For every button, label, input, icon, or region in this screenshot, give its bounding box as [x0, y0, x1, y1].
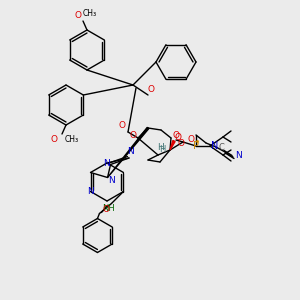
Text: O: O: [118, 122, 125, 130]
Text: N: N: [103, 158, 110, 167]
Text: O: O: [103, 205, 110, 214]
Text: O: O: [148, 85, 154, 94]
Text: O: O: [188, 136, 194, 145]
Text: H: H: [159, 145, 165, 154]
Text: N: N: [108, 176, 115, 185]
Text: N: N: [127, 148, 134, 157]
Text: O: O: [130, 130, 136, 140]
Text: N: N: [211, 141, 219, 151]
Polygon shape: [107, 128, 149, 178]
Text: O: O: [172, 130, 179, 140]
Text: N: N: [87, 187, 94, 196]
Text: N: N: [235, 151, 242, 160]
Text: O: O: [178, 140, 184, 148]
Text: H: H: [158, 143, 164, 152]
Text: NH: NH: [102, 204, 115, 213]
Polygon shape: [170, 140, 175, 150]
Text: O: O: [74, 11, 82, 20]
Text: O: O: [175, 133, 182, 142]
Text: P: P: [193, 141, 199, 151]
Text: CH₃: CH₃: [83, 10, 97, 19]
Text: CH₃: CH₃: [65, 134, 79, 143]
Text: O: O: [50, 134, 58, 143]
Text: C: C: [218, 142, 224, 152]
